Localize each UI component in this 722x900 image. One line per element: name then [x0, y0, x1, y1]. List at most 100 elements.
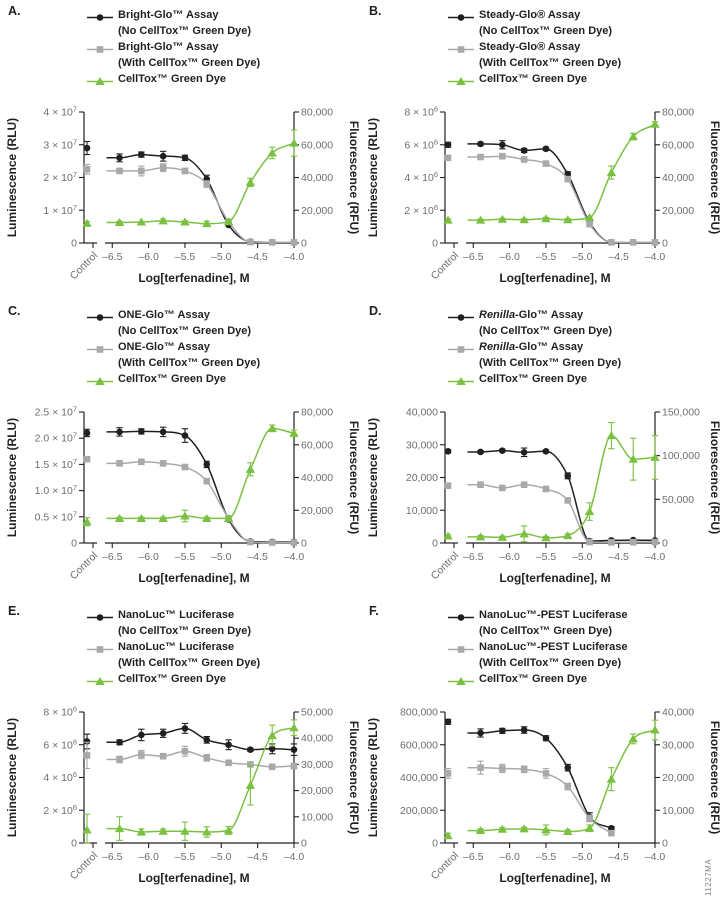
data-point: [159, 729, 167, 737]
legend-item: ONE-Glo™ Assay (No CellTox™ Green Dye): [86, 307, 260, 339]
data-point: [225, 741, 232, 749]
data-point: [268, 539, 276, 546]
legend: ONE-Glo™ Assay (No CellTox™ Green Dye) ONE…: [86, 307, 260, 392]
control-tick-label: Control: [429, 850, 461, 882]
circle-legend-marker-icon: [447, 310, 479, 328]
circle-marker-icon: [457, 14, 465, 21]
right-axis: 0 10,000 20,000 30,000 40,000 Fluorescence (R…: [654, 707, 722, 850]
left-tick-label: 2.0 × 107: [35, 431, 77, 445]
x-tick-label: –4.5: [608, 551, 629, 563]
data-point: [290, 746, 298, 753]
series-points-assay-no-dye: [444, 447, 659, 545]
series-curve-assay-no-dye: [106, 430, 294, 543]
data-point: [159, 164, 167, 171]
legend-label-line: (With CellTox™ Green Dye): [479, 55, 621, 71]
data-point: [499, 152, 506, 160]
x-tick-label: –6.5: [463, 851, 484, 863]
legend-item: NanoLuc™-PEST Luciferase (With CellTox™ G…: [447, 639, 628, 671]
left-tick-label: 1.0 × 107: [35, 483, 77, 497]
square-marker-icon: [457, 46, 465, 53]
data-point: [225, 759, 232, 767]
right-tick-label: 40,000: [662, 707, 694, 719]
series-points-celltox-green-dye: [443, 119, 660, 224]
legend-item: ONE-Glo™ Assay (With CellTox™ Green Dye): [86, 339, 260, 371]
data-point: [138, 151, 145, 158]
legend-text: (No CellTox™ Green Dye): [479, 325, 613, 337]
right-axis-title: Fluorescence (RFU): [347, 721, 361, 834]
left-tick-label: 10,000: [406, 505, 438, 517]
data-point-control: [444, 154, 452, 162]
series-points-celltox-green-dye: [443, 725, 660, 840]
legend-item: Steady-Glo® Assay (With CellTox™ Green Dy…: [447, 39, 621, 71]
triangle-marker-icon: [456, 77, 466, 85]
x-tick-label: –5.5: [536, 551, 557, 563]
right-tick-label: 80,000: [301, 107, 333, 119]
legend-item: Bright-Glo™ Assay (No CellTox™ Green Dye): [86, 7, 260, 39]
data-point: [629, 239, 637, 246]
legend-item: CellTox™ Green Dye: [447, 71, 621, 92]
data-point-control: [82, 825, 92, 834]
data-point: [497, 824, 508, 833]
legend-item: Steady-Glo® Assay (No CellTox™ Green Dye): [447, 7, 621, 39]
legend-item: Bright-Glo™ Assay (With CellTox™ Green Dy…: [86, 39, 260, 71]
series-curve-assay-no-dye: [106, 153, 294, 244]
legend-text: (No CellTox™ Green Dye): [118, 325, 252, 337]
legend-text: (With CellTox™ Green Dye): [479, 657, 622, 669]
data-point: [608, 239, 615, 246]
data-point: [520, 726, 528, 734]
circle-legend-marker-icon: [447, 10, 479, 28]
data-point-control: [82, 218, 92, 227]
circle-legend-marker-icon: [447, 610, 479, 628]
data-point: [203, 477, 211, 485]
data-point: [267, 423, 277, 432]
legend-label-line: (With CellTox™ Green Dye): [118, 355, 260, 371]
data-point: [116, 460, 123, 467]
data-point: [586, 815, 593, 822]
circle-marker-icon: [96, 314, 104, 321]
data-point: [541, 533, 551, 542]
legend-text: ONE-Glo™ Assay: [118, 309, 210, 321]
series-curve-assay-with-dye: [106, 461, 294, 544]
legend-label-line: NanoLuc™ Luciferase: [118, 639, 260, 655]
control-tick-label: Control: [68, 850, 100, 882]
left-axis-title: Luminescence (RLU): [5, 418, 19, 537]
left-axis: 0 2 × 106 4 × 106 6 × 106 8 × 106 Luminescenc…: [366, 105, 446, 250]
legend-label-line: (With CellTox™ Green Dye): [118, 55, 260, 71]
series-errorbars-assay-with-dye: [444, 760, 615, 836]
legend-text: NanoLuc™ Luciferase: [118, 609, 235, 621]
x-axis: –6.5 –6.0 –5.5 –5.0 –4.5 –4.0 Control Log[terfe…: [429, 542, 666, 585]
data-point-control: [82, 517, 92, 526]
legend-label-line: (No CellTox™ Green Dye): [479, 23, 612, 39]
left-tick-label: 8 × 106: [404, 105, 438, 119]
square-marker-icon: [457, 346, 465, 353]
circle-legend-marker-icon: [86, 10, 118, 28]
data-point: [267, 148, 277, 157]
legend: NanoLuc™ Luciferase (No CellTox™ Green Dy…: [86, 607, 260, 692]
square-marker-icon: [457, 646, 465, 653]
x-tick-label: –6.5: [102, 551, 123, 563]
x-tick-label: –4.0: [645, 551, 666, 563]
legend-text: ONE-Glo™ Assay: [118, 341, 210, 353]
legend-text: -Glo™ Assay: [515, 341, 584, 353]
series-curve-assay-with-dye: [106, 166, 294, 244]
right-tick-label: 20,000: [662, 772, 694, 784]
left-tick-label: 800,000: [400, 707, 438, 719]
data-point: [289, 138, 299, 147]
data-point: [202, 513, 212, 522]
panel-letter: A.: [8, 4, 21, 18]
data-point: [477, 448, 484, 456]
series-points-assay-with-dye: [444, 481, 659, 546]
legend: Bright-Glo™ Assay (No CellTox™ Green Dye)…: [86, 7, 260, 92]
legend-label-line: CellTox™ Green Dye: [479, 371, 587, 387]
data-point: [247, 538, 254, 546]
legend-label: ONE-Glo™ Assay (No CellTox™ Green Dye): [118, 307, 251, 339]
data-point: [475, 532, 486, 541]
right-tick-label: 10,000: [662, 805, 694, 817]
triangle-legend-marker-icon: [447, 74, 479, 92]
circle-legend-marker-icon: [86, 310, 118, 328]
right-axis: 0 50,000 100,000 150,000 Fluorescence (RFU): [654, 407, 722, 550]
data-point: [650, 725, 660, 734]
data-point: [159, 460, 167, 467]
legend-label-line: Renilla-Glo™ Assay: [479, 307, 612, 323]
legend-text: (With CellTox™ Green Dye): [479, 357, 622, 369]
